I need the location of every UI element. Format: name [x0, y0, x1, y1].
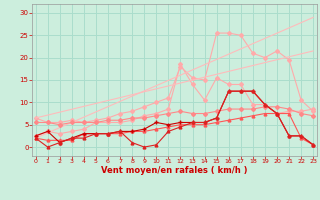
X-axis label: Vent moyen/en rafales ( km/h ): Vent moyen/en rafales ( km/h ) [101, 166, 248, 175]
